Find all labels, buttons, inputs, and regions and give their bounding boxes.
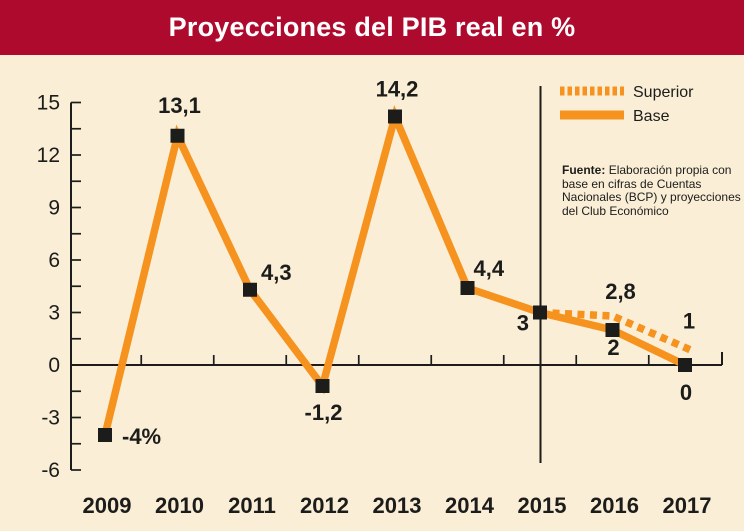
x-axis-year-label-2017: 2017 xyxy=(663,493,712,518)
data-marker-2012 xyxy=(315,379,330,393)
data-marker-2014 xyxy=(460,281,475,295)
chart-header: Proyecciones del PIB real en % xyxy=(0,0,744,55)
source-note: Fuente: Elaboración propia con base en ci… xyxy=(562,163,744,218)
x-axis-year-label-2015: 2015 xyxy=(518,493,567,518)
x-axis-year-label-2014: 2014 xyxy=(445,493,495,518)
y-axis-tick-label--6: -6 xyxy=(41,459,60,482)
data-label-superior-2017: 1 xyxy=(683,309,695,334)
y-axis-tick-label-6: 6 xyxy=(48,249,60,272)
x-axis-year-label-2016: 2016 xyxy=(590,493,639,518)
source-note-prefix: Fuente: xyxy=(562,163,606,177)
chart-title: Proyecciones del PIB real en % xyxy=(168,12,576,42)
data-marker-2017 xyxy=(678,358,692,372)
x-axis-year-label-2009: 2009 xyxy=(83,493,132,518)
x-axis-year-label-2013: 2013 xyxy=(373,493,422,518)
data-label-base-2011: 4,3 xyxy=(261,260,292,285)
y-axis-tick-label--3: -3 xyxy=(41,407,60,430)
data-label-base-2015: 3 xyxy=(517,311,529,336)
x-axis-year-label-2011: 2011 xyxy=(228,493,276,518)
legend-label-superior: Superior xyxy=(633,84,694,101)
y-axis-tick-label-0: 0 xyxy=(48,354,60,377)
data-label-base-2014: 4,4 xyxy=(474,256,505,281)
data-marker-2015 xyxy=(533,305,547,320)
x-axis-year-label-2012: 2012 xyxy=(300,493,349,518)
data-marker-2010 xyxy=(170,128,185,143)
y-axis-tick-label-3: 3 xyxy=(48,302,60,325)
data-marker-2011 xyxy=(243,282,257,297)
data-marker-2013 xyxy=(388,109,402,124)
y-axis-tick-label-12: 12 xyxy=(37,144,60,167)
y-axis-tick-label-15: 15 xyxy=(37,92,60,115)
data-label-base-2013: 14,2 xyxy=(376,77,419,102)
data-label-base-2017: 0 xyxy=(680,380,692,405)
data-label-base-2016: 2 xyxy=(607,335,619,360)
data-label-base-2010: 13,1 xyxy=(158,93,201,118)
data-label-superior-2016: 2,8 xyxy=(605,279,636,304)
x-axis-year-label-2010: 2010 xyxy=(155,493,204,518)
data-label-base-2012: -1,2 xyxy=(305,400,343,425)
data-label-base-2009: -4% xyxy=(122,424,161,449)
data-marker-2016 xyxy=(605,323,620,337)
legend-label-base: Base xyxy=(633,108,670,125)
series-line-superior xyxy=(539,308,692,354)
data-marker-2009 xyxy=(98,428,112,442)
y-axis-tick-label-9: 9 xyxy=(48,197,60,220)
source-note-text: Elaboración propia con base en cifras de … xyxy=(562,163,741,218)
